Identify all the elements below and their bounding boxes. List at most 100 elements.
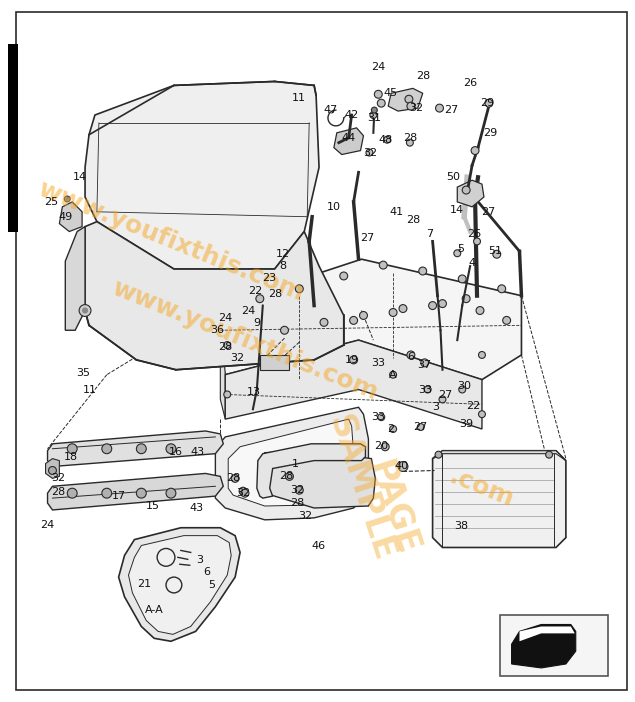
Polygon shape (85, 222, 344, 370)
Text: 48: 48 (378, 135, 392, 145)
Circle shape (429, 302, 436, 310)
Circle shape (503, 317, 511, 324)
Circle shape (256, 295, 264, 303)
Circle shape (224, 391, 231, 398)
Polygon shape (388, 88, 423, 111)
Polygon shape (260, 451, 375, 508)
Circle shape (370, 112, 377, 119)
Circle shape (439, 396, 446, 403)
Text: 28: 28 (417, 70, 431, 81)
Text: 8: 8 (279, 261, 286, 271)
Text: 32: 32 (298, 511, 312, 521)
Polygon shape (228, 419, 354, 506)
Text: 35: 35 (76, 368, 90, 378)
Circle shape (67, 444, 77, 453)
Circle shape (479, 411, 485, 418)
Text: 28: 28 (51, 487, 65, 497)
Text: 22: 22 (248, 286, 262, 296)
Text: 39: 39 (459, 419, 473, 429)
Text: PAGE: PAGE (363, 456, 424, 559)
Text: 44: 44 (342, 133, 356, 143)
Circle shape (371, 107, 377, 113)
Text: 33: 33 (371, 412, 385, 422)
Text: 11: 11 (83, 385, 97, 395)
Circle shape (462, 295, 470, 303)
Text: 18: 18 (64, 451, 78, 462)
Text: 41: 41 (389, 207, 403, 217)
Circle shape (377, 99, 385, 107)
Circle shape (64, 196, 70, 202)
Polygon shape (519, 626, 575, 642)
Text: 16: 16 (169, 446, 183, 457)
Circle shape (389, 309, 397, 317)
Circle shape (295, 486, 304, 494)
Text: 43: 43 (190, 503, 204, 513)
Circle shape (137, 444, 146, 453)
Text: 14: 14 (73, 172, 87, 183)
Circle shape (79, 305, 91, 317)
Text: 17: 17 (112, 491, 126, 501)
Circle shape (375, 91, 382, 98)
Text: 29: 29 (483, 128, 497, 138)
Text: 19: 19 (345, 355, 359, 365)
Text: 11: 11 (292, 93, 306, 103)
Bar (8, 44, 18, 232)
Text: 43: 43 (190, 446, 204, 457)
Text: 25: 25 (44, 197, 58, 207)
Polygon shape (128, 536, 231, 635)
Circle shape (476, 307, 484, 314)
Text: 27: 27 (481, 207, 495, 217)
Circle shape (479, 352, 485, 359)
Circle shape (458, 275, 466, 283)
Text: 22: 22 (466, 402, 480, 411)
Text: .com: .com (446, 465, 518, 512)
Circle shape (378, 413, 385, 420)
Polygon shape (512, 625, 576, 668)
Text: 50: 50 (446, 172, 460, 183)
Circle shape (417, 423, 424, 430)
Text: 28: 28 (403, 133, 417, 143)
Text: 6: 6 (203, 567, 210, 577)
Circle shape (340, 272, 348, 280)
Circle shape (436, 104, 443, 112)
Text: A: A (389, 370, 397, 380)
Text: 24: 24 (371, 62, 385, 72)
Text: www.youfixthis.com: www.youfixthis.com (109, 276, 382, 404)
Text: www.youfixthis.com: www.youfixthis.com (34, 177, 307, 306)
Text: 51: 51 (488, 246, 502, 256)
Polygon shape (85, 81, 319, 269)
Text: 23: 23 (263, 273, 277, 283)
Circle shape (405, 95, 413, 103)
Text: 32: 32 (363, 147, 377, 157)
Circle shape (424, 386, 431, 393)
Polygon shape (46, 458, 60, 478)
Text: 15: 15 (146, 501, 160, 511)
Text: 7: 7 (426, 229, 433, 239)
Text: 32: 32 (290, 485, 304, 495)
Bar (500, 615, 608, 676)
Text: 3: 3 (432, 402, 439, 412)
Text: 4: 4 (469, 258, 476, 268)
Text: 49: 49 (58, 212, 72, 222)
Circle shape (102, 444, 112, 453)
Circle shape (381, 443, 389, 451)
Text: 36: 36 (210, 325, 224, 336)
Circle shape (102, 488, 112, 498)
Polygon shape (432, 451, 566, 461)
Polygon shape (48, 431, 224, 467)
Text: 24: 24 (41, 519, 55, 530)
Polygon shape (257, 444, 366, 498)
Text: 9: 9 (253, 318, 260, 329)
Polygon shape (65, 227, 85, 330)
Polygon shape (220, 305, 225, 419)
Circle shape (439, 300, 446, 307)
Circle shape (398, 462, 408, 472)
Text: 45: 45 (383, 88, 398, 98)
Circle shape (224, 342, 231, 348)
Polygon shape (334, 128, 363, 154)
Text: 21: 21 (137, 579, 151, 589)
Circle shape (458, 386, 465, 393)
Text: 32: 32 (409, 103, 423, 113)
Circle shape (498, 285, 505, 293)
Polygon shape (220, 259, 521, 380)
